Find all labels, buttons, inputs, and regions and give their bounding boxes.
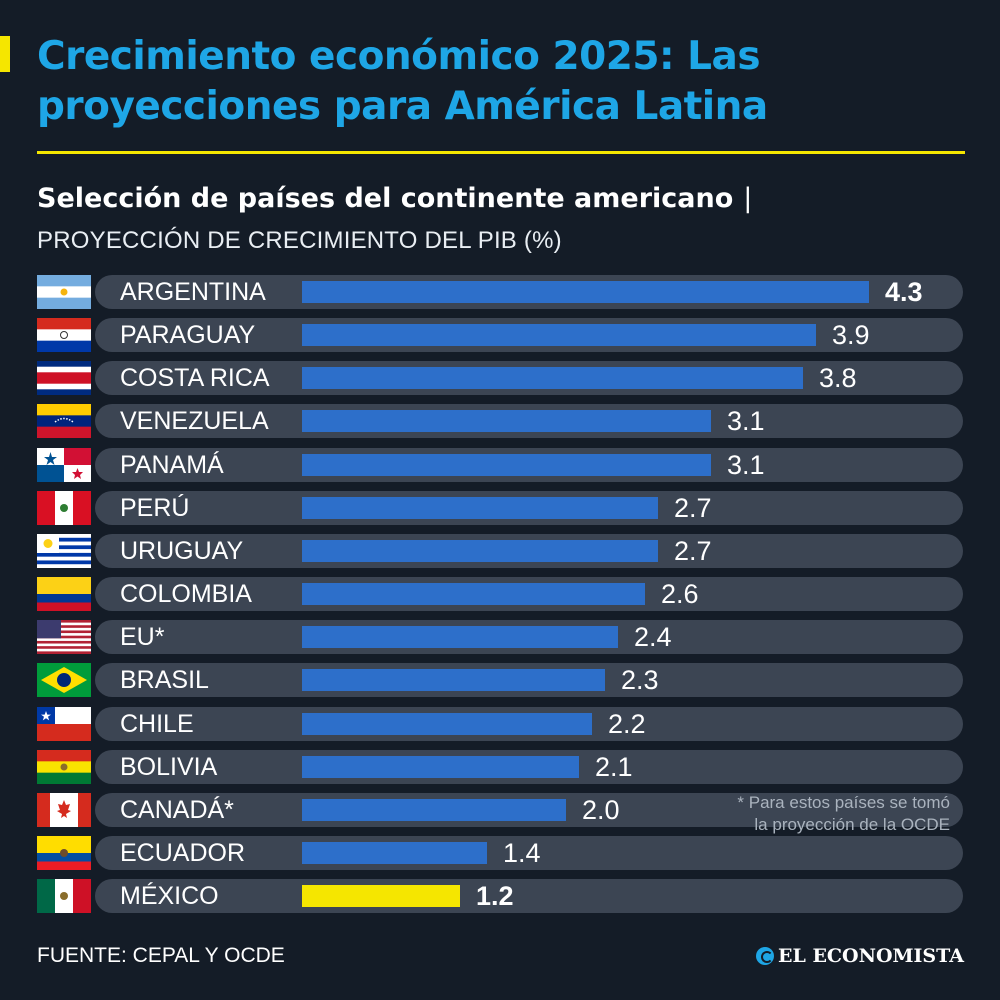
value-label: 3.1 xyxy=(727,450,765,480)
bar xyxy=(302,885,460,907)
bar xyxy=(302,367,803,389)
value-label: 2.7 xyxy=(674,493,712,523)
colombia-flag-icon xyxy=(37,577,91,611)
brazil-flag-icon xyxy=(37,663,91,697)
bar xyxy=(302,669,605,691)
chart-title: Crecimiento económico 2025: Las proyecci… xyxy=(37,34,768,129)
title-divider xyxy=(37,151,965,154)
brand-name: EL ECONOMISTA xyxy=(777,945,964,967)
value-label: 4.3 xyxy=(885,277,923,307)
country-label: EU* xyxy=(120,623,165,651)
value-label: 2.3 xyxy=(621,665,659,695)
country-label: CHILE xyxy=(120,710,194,738)
mexico-flag-icon xyxy=(37,879,91,913)
country-label: ARGENTINA xyxy=(120,278,266,306)
bar xyxy=(302,454,711,476)
country-label: BOLIVIA xyxy=(120,753,218,781)
value-label: 2.6 xyxy=(661,579,699,609)
value-label: 3.9 xyxy=(832,320,870,350)
title-marker xyxy=(0,36,10,72)
value-label: 2.2 xyxy=(608,709,646,739)
footnote-line-2: la proyección de la OCDE xyxy=(754,815,950,834)
bar xyxy=(302,410,711,432)
brand-mark-icon xyxy=(755,947,774,965)
country-label: PANAMÁ xyxy=(120,451,224,479)
bar xyxy=(302,713,592,735)
paraguay-flag-icon xyxy=(37,318,91,352)
venezuela-flag-icon xyxy=(37,404,91,438)
canada-flag-icon xyxy=(37,793,91,827)
argentina-flag-icon xyxy=(37,275,91,309)
value-label: 2.0 xyxy=(582,795,620,825)
row-track xyxy=(95,836,963,870)
ecuador-flag-icon xyxy=(37,836,91,870)
country-label: ECUADOR xyxy=(120,839,246,867)
usa-flag-icon xyxy=(37,620,91,654)
bar xyxy=(302,583,645,605)
bar xyxy=(302,324,816,346)
value-label: 1.4 xyxy=(503,838,541,868)
bar xyxy=(302,540,658,562)
value-label: 1.2 xyxy=(476,881,514,911)
country-label: URUGUAY xyxy=(120,537,244,565)
country-label: COLOMBIA xyxy=(120,580,252,608)
country-label: PARAGUAY xyxy=(120,321,256,349)
bar xyxy=(302,497,658,519)
metric-label: PROYECCIÓN DE CRECIMIENTO DEL PIB (%) xyxy=(37,227,562,254)
value-label: 3.8 xyxy=(819,363,857,393)
footnote: * Para estos países se tomó la proyecció… xyxy=(737,792,950,836)
source-note: FUENTE: CEPAL Y OCDE xyxy=(37,944,285,967)
value-label: 3.1 xyxy=(727,406,765,436)
peru-flag-icon xyxy=(37,491,91,525)
subtitle-separator: | xyxy=(743,183,753,214)
costa-rica-flag-icon xyxy=(37,361,91,395)
bar xyxy=(302,281,869,303)
bar xyxy=(302,842,487,864)
country-label: CANADÁ* xyxy=(120,796,234,824)
chart-subtitle: Selección de países del continente ameri… xyxy=(37,182,752,216)
country-label: BRASIL xyxy=(120,666,209,694)
country-label: COSTA RICA xyxy=(120,364,270,392)
panama-flag-icon xyxy=(37,448,91,482)
row-track xyxy=(95,879,963,913)
country-label: MÉXICO xyxy=(120,882,219,910)
bar xyxy=(302,626,618,648)
value-label: 2.4 xyxy=(634,622,672,652)
value-label: 2.1 xyxy=(595,752,633,782)
bar xyxy=(302,799,566,821)
footnote-line-1: * Para estos países se tomó xyxy=(737,793,950,812)
brand-logo: EL ECONOMISTA xyxy=(755,942,964,970)
country-label: PERÚ xyxy=(120,494,190,522)
country-label: VENEZUELA xyxy=(120,407,269,435)
value-label: 2.7 xyxy=(674,536,712,566)
chile-flag-icon xyxy=(37,707,91,741)
bar xyxy=(302,756,579,778)
bolivia-flag-icon xyxy=(37,750,91,784)
subtitle-text: Selección de países del continente ameri… xyxy=(37,183,734,214)
uruguay-flag-icon xyxy=(37,534,91,568)
